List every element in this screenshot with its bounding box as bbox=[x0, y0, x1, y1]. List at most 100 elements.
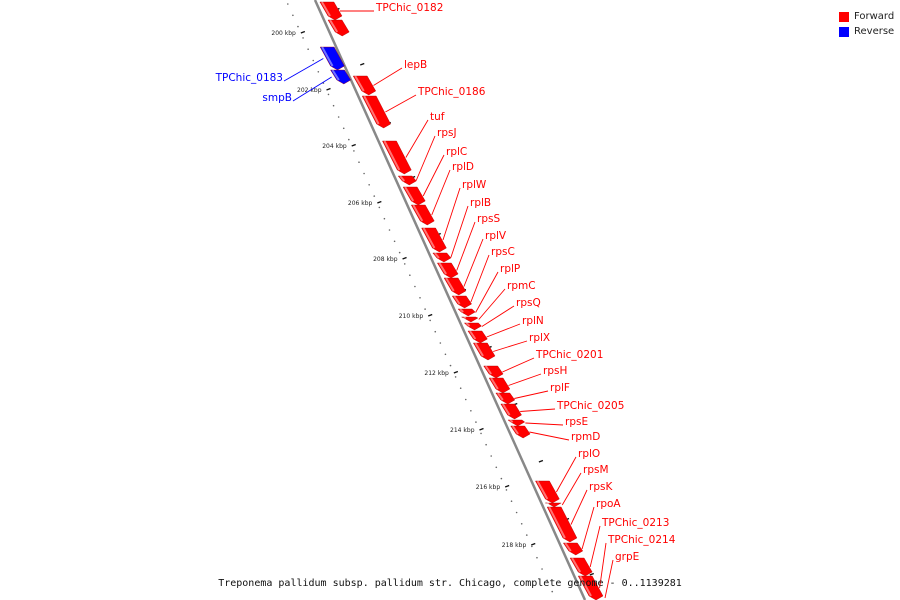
gene-label[interactable]: rplC bbox=[446, 146, 467, 158]
gene-block[interactable] bbox=[402, 186, 426, 206]
ruler-dot bbox=[388, 229, 391, 231]
gene-label[interactable]: rpmC bbox=[507, 280, 536, 292]
gene-label[interactable]: rpmD bbox=[571, 431, 600, 443]
gene-leader-line bbox=[514, 390, 549, 399]
gene-block[interactable] bbox=[451, 295, 472, 309]
gene-block[interactable] bbox=[327, 19, 350, 37]
gene-block[interactable] bbox=[330, 69, 352, 85]
gene-block[interactable] bbox=[397, 175, 417, 186]
ruler-tick bbox=[377, 200, 382, 204]
gene-block[interactable] bbox=[510, 425, 531, 439]
ruler-dot bbox=[409, 274, 411, 277]
gene-block[interactable] bbox=[352, 75, 377, 96]
ruler-label: 210 kbp bbox=[399, 313, 424, 320]
gene-block[interactable] bbox=[319, 46, 345, 71]
gene-leader-line bbox=[463, 238, 484, 287]
gene-highlight bbox=[497, 392, 504, 401]
gene-label[interactable]: rplB bbox=[470, 197, 491, 209]
ruler-label: 204 kbp bbox=[322, 143, 347, 150]
gene-block[interactable] bbox=[436, 262, 459, 279]
gene-block[interactable] bbox=[410, 204, 435, 226]
gene-highlight bbox=[579, 575, 592, 597]
gene-block[interactable] bbox=[483, 365, 504, 379]
ruler-tick bbox=[531, 542, 536, 546]
gene-label[interactable]: rplW bbox=[462, 179, 487, 191]
gene-block[interactable] bbox=[500, 403, 522, 420]
gene-leader-line bbox=[373, 67, 403, 86]
gene-label[interactable]: rplX bbox=[529, 332, 550, 344]
gene-highlight bbox=[363, 95, 380, 125]
gene-label[interactable]: rplP bbox=[500, 263, 520, 275]
gene-label[interactable]: TPChic_0205 bbox=[556, 400, 624, 412]
ruler-dot bbox=[424, 308, 426, 310]
gene-block[interactable] bbox=[443, 277, 467, 296]
gene-block[interactable] bbox=[569, 557, 593, 577]
gene-highlight bbox=[399, 175, 406, 182]
gene-leader-line bbox=[581, 506, 595, 550]
gene-block[interactable] bbox=[457, 308, 476, 317]
gene-highlight bbox=[474, 342, 484, 357]
ruler-dot bbox=[348, 138, 350, 141]
gene-label[interactable]: rpsH bbox=[543, 365, 567, 377]
gene-label[interactable]: rplN bbox=[522, 315, 544, 327]
gene-label[interactable]: rplV bbox=[485, 230, 507, 242]
gene-label[interactable]: rplD bbox=[452, 161, 474, 173]
ruler-tick bbox=[402, 256, 407, 260]
ruler-dot bbox=[398, 251, 401, 254]
gene-label[interactable]: TPChic_0213 bbox=[601, 517, 669, 529]
gene-block[interactable] bbox=[361, 95, 391, 129]
gene-label[interactable]: rpsE bbox=[565, 416, 588, 428]
gene-leader-line bbox=[604, 559, 614, 599]
ruler-dot bbox=[373, 195, 376, 197]
gene-block[interactable] bbox=[546, 506, 578, 543]
legend: Forward Reverse bbox=[839, 9, 899, 39]
gene-label[interactable]: TPChic_0182 bbox=[375, 2, 443, 14]
gene-label[interactable]: TPChic_0183 bbox=[215, 72, 283, 84]
gene-block[interactable] bbox=[507, 419, 526, 427]
gene-leader-line bbox=[475, 271, 499, 313]
gene-label[interactable]: rpoA bbox=[596, 498, 621, 510]
ruler-dot bbox=[485, 443, 487, 446]
gene-label[interactable]: rpsJ bbox=[437, 127, 457, 139]
gene-label[interactable]: TPChic_0214 bbox=[607, 534, 676, 546]
gene-highlight bbox=[422, 227, 436, 249]
gene-label[interactable]: rplF bbox=[550, 382, 570, 394]
gene-label[interactable]: smpB bbox=[262, 92, 292, 104]
gene-highlight bbox=[490, 377, 499, 390]
gene-block[interactable] bbox=[545, 502, 562, 508]
gene-block[interactable] bbox=[535, 480, 560, 504]
gene-label[interactable]: rpsM bbox=[583, 464, 609, 476]
gene-block[interactable] bbox=[488, 377, 511, 394]
gene-label[interactable]: grpE bbox=[615, 551, 639, 563]
gene-label[interactable]: rpsS bbox=[477, 213, 500, 225]
gene-label[interactable]: rpsK bbox=[589, 481, 613, 493]
gene-highlight bbox=[445, 277, 455, 292]
ruler-dot bbox=[510, 500, 513, 503]
gene-block[interactable] bbox=[432, 252, 452, 263]
gene-block[interactable] bbox=[495, 392, 516, 405]
gene-block[interactable] bbox=[473, 342, 496, 361]
gene-block[interactable] bbox=[461, 316, 479, 323]
gene-block[interactable] bbox=[421, 227, 447, 253]
gene-label[interactable]: tuf bbox=[430, 111, 445, 123]
ruler-tick bbox=[453, 370, 459, 374]
gene-block[interactable] bbox=[463, 322, 482, 331]
gene-block[interactable] bbox=[562, 542, 584, 556]
ruler-dot bbox=[363, 172, 365, 175]
gene-block[interactable] bbox=[577, 575, 604, 600]
ruler-dot bbox=[480, 432, 482, 435]
gene-label[interactable]: TPChic_0201 bbox=[535, 349, 603, 361]
gene-block[interactable] bbox=[382, 140, 412, 175]
gene-label[interactable]: lepB bbox=[404, 59, 427, 71]
gene-highlight bbox=[463, 316, 467, 319]
ruler-label: 212 kbp bbox=[424, 370, 449, 377]
gene-highlight bbox=[536, 480, 549, 500]
gene-label[interactable]: rpsC bbox=[491, 246, 515, 258]
ruler-tick bbox=[504, 484, 510, 488]
gene-label[interactable]: TPChic_0186 bbox=[417, 86, 486, 98]
gene-block[interactable] bbox=[467, 330, 488, 344]
gene-label[interactable]: rpsQ bbox=[516, 297, 541, 309]
gene-highlight bbox=[469, 330, 477, 340]
gene-block[interactable] bbox=[319, 1, 343, 21]
gene-label[interactable]: rplO bbox=[578, 448, 600, 460]
